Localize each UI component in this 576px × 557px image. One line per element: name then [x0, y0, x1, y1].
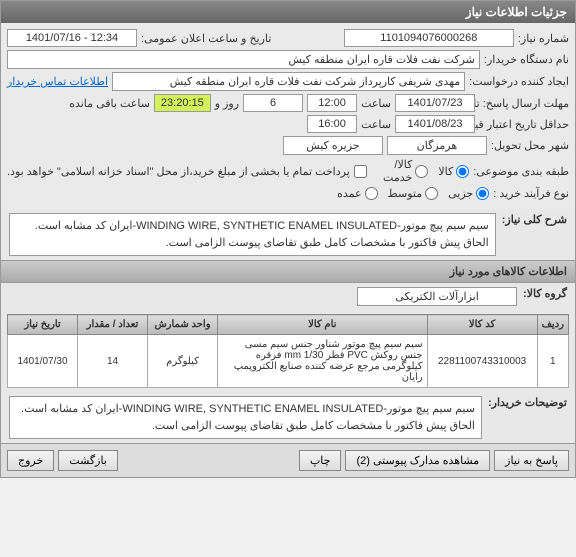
docs-button[interactable]: مشاهده مدارک پیوستی (2) [345, 450, 490, 471]
time-label-2: ساعت [361, 118, 391, 131]
items-header: اطلاعات کالاهای مورد نیاز [1, 260, 575, 283]
cell-date: 1401/07/30 [8, 335, 78, 388]
cell-qty: 14 [78, 335, 148, 388]
partial-checkbox[interactable] [354, 165, 367, 178]
city2-field: جزیره کیش [283, 136, 383, 155]
items-table: ردیف کد کالا نام کالا واحد شمارش تعداد /… [7, 314, 569, 388]
col-unit: واحد شمارش [148, 315, 218, 335]
col-qty: تعداد / مقدار [78, 315, 148, 335]
deadline-date: 1401/07/23 [395, 94, 475, 112]
table-row: 1 2281100743310003 سیم سیم پیچ موتور شنا… [8, 335, 569, 388]
need-no-field: 1101094076000268 [344, 29, 514, 47]
exit-button[interactable]: خروج [7, 450, 54, 471]
buyer-notes-label: توضیحات خریدار: [488, 396, 567, 409]
creator-label: ایجاد کننده درخواست: [469, 75, 569, 88]
cell-unit: کیلوگرم [148, 335, 218, 388]
need-details-panel: جزئیات اطلاعات نیاز شماره نیاز: 11010940… [0, 0, 576, 478]
print-button[interactable]: چاپ [299, 450, 342, 471]
back-button[interactable]: بازگشت [58, 450, 118, 471]
valid-label: حداقل تاریخ اعتبار قیمت: تا تاریخ: [479, 118, 569, 131]
buy-type-group: جزیی متوسط عمده [337, 187, 489, 200]
valid-date: 1401/08/23 [395, 115, 475, 133]
org-field: شرکت نفت فلات قاره ایران منطقه کیش [7, 50, 480, 69]
radio-omde[interactable]: عمده [337, 187, 377, 200]
announce-label: تاریخ و ساعت اعلان عمومی: [141, 32, 271, 45]
col-name: نام کالا [218, 315, 428, 335]
radio-kala-input[interactable] [456, 165, 469, 178]
remaining-suffix: ساعت باقی مانده [69, 97, 150, 110]
radio-khadamat[interactable]: کالا/خدمت [383, 158, 428, 184]
deadline-time: 12:00 [307, 94, 357, 112]
city-label: شهر محل تحویل: [491, 139, 569, 152]
cell-name: سیم سیم پیچ موتور شناور جنس سیم مسی جنس … [218, 335, 428, 388]
col-date: تاریخ نیاز [8, 315, 78, 335]
announce-field: 1401/07/16 - 12:34 [7, 29, 137, 47]
radio-motevaset[interactable]: متوسط [388, 187, 439, 200]
need-no-label: شماره نیاز: [518, 32, 569, 45]
class-radio-group: کالا کالا/خدمت [383, 158, 469, 184]
form-area: شماره نیاز: 1101094076000268 تاریخ و ساع… [1, 23, 575, 209]
group-label: گروه کالا: [523, 287, 567, 300]
org-label: نام دستگاه خریدار: [484, 53, 569, 66]
deadline-label: مهلت ارسال پاسخ: تا تاریخ: [479, 97, 569, 110]
table-header-row: ردیف کد کالا نام کالا واحد شمارش تعداد /… [8, 315, 569, 335]
col-code: کد کالا [427, 315, 537, 335]
radio-kala[interactable]: کالا [438, 165, 469, 178]
radio-omde-input[interactable] [365, 187, 378, 200]
radio-jozei-input[interactable] [476, 187, 489, 200]
group-field: ابزارآلات الکتریکی [357, 287, 517, 306]
reply-button[interactable]: پاسخ به نیاز [494, 450, 569, 471]
creator-field: مهدی شریفی کارپرداز شرکت نفت فلات قاره ا… [112, 72, 465, 91]
days-field: 6 [243, 94, 303, 112]
radio-khadamat-input[interactable] [415, 165, 428, 178]
cell-code: 2281100743310003 [427, 335, 537, 388]
partial-label: پرداخت تمام یا بخشی از مبلغ خرید،از محل … [7, 165, 350, 178]
cell-idx: 1 [537, 335, 568, 388]
buy-type-label: نوع فرآیند خرید : [493, 187, 569, 200]
valid-time: 16:00 [307, 115, 357, 133]
button-bar: پاسخ به نیاز مشاهده مدارک پیوستی (2) چاپ… [1, 443, 575, 477]
group-row: گروه کالا: ابزارآلات الکتریکی [1, 283, 575, 310]
need-desc-box: سیم سیم پیچ موتور-WINDING WIRE, SYNTHETI… [9, 213, 496, 256]
days-suffix: روز و [215, 97, 239, 110]
class-label: طبقه بندی موضوعی: [473, 165, 569, 178]
need-desc-label: شرح کلی نیاز: [502, 213, 567, 226]
col-idx: ردیف [537, 315, 568, 335]
panel-title: جزئیات اطلاعات نیاز [1, 1, 575, 23]
countdown: 23:20:15 [154, 94, 211, 112]
time-label-1: ساعت [361, 97, 391, 110]
city-field: هرمزگان [387, 136, 487, 155]
radio-motevaset-input[interactable] [425, 187, 438, 200]
buyer-notes-box: سیم سیم پیچ موتور-WINDING WIRE, SYNTHETI… [9, 396, 482, 439]
contact-link[interactable]: اطلاعات تماس خریدار [7, 75, 108, 88]
need-desc-row: شرح کلی نیاز: سیم سیم پیچ موتور-WINDING … [1, 209, 575, 260]
buyer-notes-row: توضیحات خریدار: سیم سیم پیچ موتور-WINDIN… [1, 392, 575, 443]
radio-jozei[interactable]: جزیی [448, 187, 489, 200]
